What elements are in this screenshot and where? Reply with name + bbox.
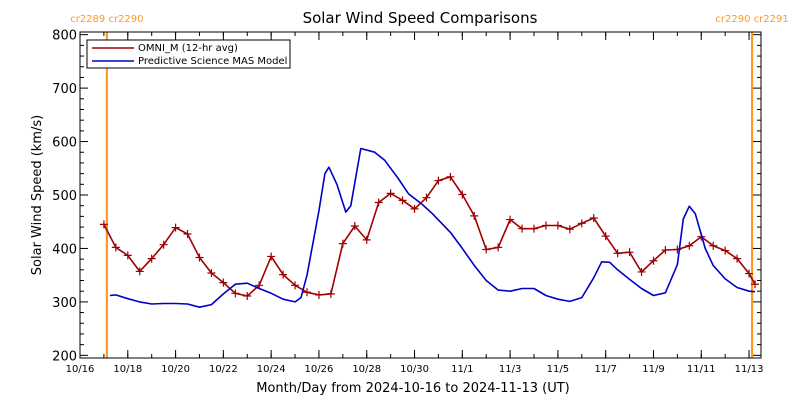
y-tick-label: 500 xyxy=(52,189,77,204)
omni-data-point xyxy=(685,241,694,250)
omni-data-point xyxy=(398,196,407,205)
omni-data-point xyxy=(207,269,216,278)
omni-data-point xyxy=(350,221,359,230)
omni-data-point xyxy=(446,172,455,181)
omni-data-point xyxy=(147,254,156,263)
x-tick-label: 11/5 xyxy=(547,364,569,375)
carrington-markers: cr2289 cr2290 cr2290 cr2291 xyxy=(70,14,789,358)
x-tick-label: 11/9 xyxy=(642,364,664,375)
rotation-marker-label: cr2290 cr2291 xyxy=(715,14,788,25)
omni-data-point xyxy=(494,243,503,252)
x-tick-label: 10/16 xyxy=(66,364,95,375)
mas-series-line xyxy=(109,147,756,309)
omni-data-point xyxy=(751,280,760,289)
legend-label-mas: Predictive Science MAS Model xyxy=(138,56,287,67)
legend-label-omni: OMNI_M (12-hr avg) xyxy=(138,43,238,54)
omni-data-point xyxy=(649,256,658,265)
x-tick-label: 10/30 xyxy=(400,364,429,375)
omni-data-point xyxy=(589,213,598,222)
omni-data-point xyxy=(661,246,670,255)
x-tick-label: 10/22 xyxy=(209,364,238,375)
y-tick-label: 200 xyxy=(52,349,77,364)
x-tick-label: 10/24 xyxy=(257,364,286,375)
omni-data-point xyxy=(291,281,300,290)
legend-box xyxy=(86,39,291,69)
y-tick-label: 800 xyxy=(52,29,77,44)
omni-data-point xyxy=(219,278,228,287)
omni-data-point xyxy=(470,211,479,220)
y-tick-label: 300 xyxy=(52,296,77,311)
omni-data-point xyxy=(99,220,108,229)
legend: OMNI_M (12-hr avg) Predictive Science MA… xyxy=(86,39,291,69)
x-tick-label: 11/3 xyxy=(499,364,521,375)
omni-data-point xyxy=(123,251,132,260)
omni-data-point xyxy=(625,248,634,257)
axes: 200 300 400 500 600 700 800 10/16 10/18 10/20 10/2… xyxy=(52,29,763,375)
chart-title: Solar Wind Speed Comparisons xyxy=(303,9,538,27)
x-tick-label: 10/26 xyxy=(305,364,334,375)
omni-data-point xyxy=(231,289,240,298)
omni-data-point xyxy=(362,235,371,244)
omni-data-point xyxy=(530,224,538,233)
omni-data-point xyxy=(613,249,622,258)
omni-data-point xyxy=(637,267,646,276)
omni-data-point xyxy=(541,221,550,230)
y-tick-label: 600 xyxy=(52,136,77,151)
omni-data-point xyxy=(745,269,754,278)
omni-data-point xyxy=(553,221,562,230)
omni-series-line xyxy=(103,176,756,297)
omni-data-point xyxy=(733,254,742,263)
omni-data-point xyxy=(159,240,168,249)
x-tick-label: 11/1 xyxy=(451,364,473,375)
rotation-marker-label: cr2289 cr2290 xyxy=(70,14,143,25)
plot-frame xyxy=(79,31,762,359)
x-tick-label: 10/18 xyxy=(113,364,142,375)
omni-data-point xyxy=(135,267,144,276)
omni-data-point xyxy=(171,223,180,232)
omni-data-point xyxy=(374,198,383,207)
x-tick-label: 10/20 xyxy=(161,364,190,375)
omni-data-point xyxy=(709,241,718,250)
omni-data-point xyxy=(506,215,515,224)
omni-data-point xyxy=(386,189,395,198)
omni-data-point xyxy=(338,239,347,248)
omni-data-point xyxy=(326,289,335,298)
omni-data-point xyxy=(111,243,120,252)
omni-data-point xyxy=(482,245,491,254)
y-tick-label: 700 xyxy=(52,82,77,97)
x-tick-label: 11/11 xyxy=(687,364,716,375)
omni-data-point xyxy=(314,290,323,299)
omni-data-point xyxy=(243,292,252,301)
x-tick-label: 11/13 xyxy=(735,364,764,375)
omni-data-point xyxy=(577,219,586,228)
omni-data-point xyxy=(518,224,527,233)
omni-data-point xyxy=(565,225,574,234)
series-lines xyxy=(99,147,760,309)
omni-data-point xyxy=(434,176,443,185)
y-tick-label: 400 xyxy=(52,242,77,257)
omni-data-point xyxy=(721,246,730,255)
omni-data-point xyxy=(195,253,204,262)
omni-data-point xyxy=(267,252,276,261)
x-tick-label: 10/28 xyxy=(352,364,381,375)
omni-data-point xyxy=(279,270,288,279)
omni-data-point xyxy=(303,288,311,297)
x-tick-label: 11/7 xyxy=(594,364,616,375)
omni-data-point xyxy=(410,204,419,213)
omni-data-point xyxy=(183,230,192,239)
omni-data-point xyxy=(422,193,431,202)
omni-data-point xyxy=(601,232,610,241)
y-axis-label: Solar Wind Speed (km/s) xyxy=(30,115,45,275)
x-axis-label: Month/Day from 2024-10-16 to 2024-11-13 … xyxy=(256,381,569,396)
omni-data-point xyxy=(458,190,467,199)
